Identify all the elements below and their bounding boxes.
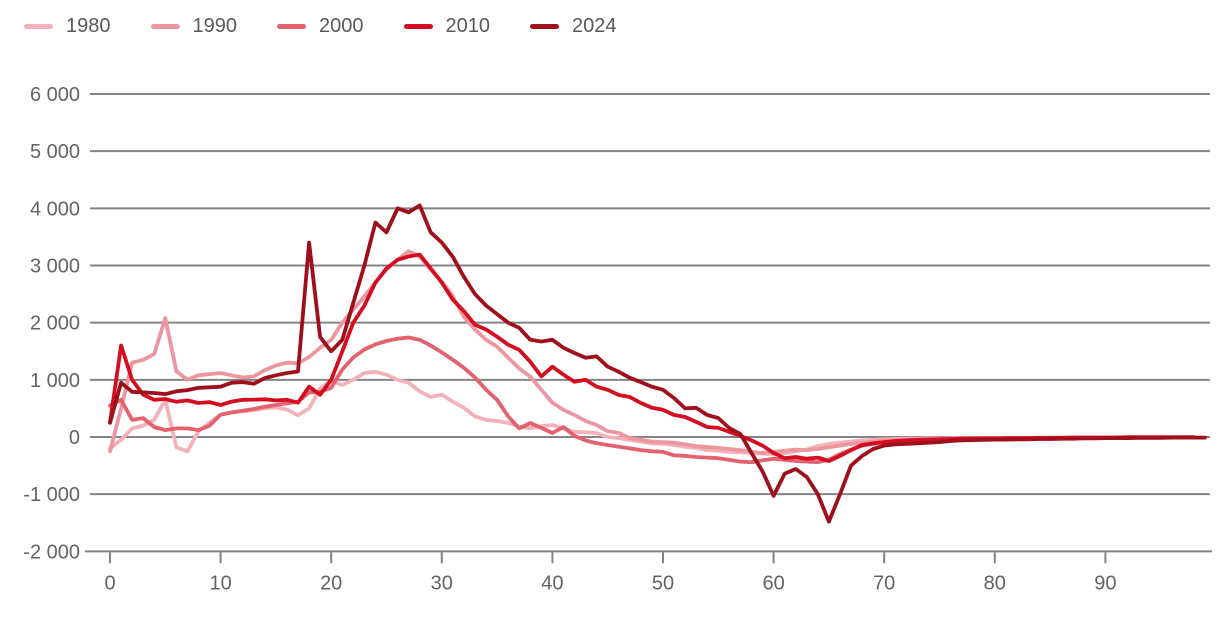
legend-item-2010[interactable]: 2010 <box>403 15 491 37</box>
x-tick-label-30: 30 <box>431 572 453 594</box>
legend-item-2024[interactable]: 2024 <box>530 16 617 36</box>
chart-legend: 1980 1990 2000 2010 2024 <box>24 16 617 36</box>
y-tick-label-0: 0 <box>69 427 80 449</box>
x-tick-label-40: 40 <box>541 572 563 594</box>
y-tick-label--1000: -1 000 <box>23 484 80 506</box>
x-tick-label-10: 10 <box>209 572 231 594</box>
y-tick-label-2000: 2 000 <box>30 313 80 335</box>
legend-label-2024: 2024 <box>572 15 617 37</box>
x-tick-label-60: 60 <box>762 572 784 594</box>
series-line-1990 <box>108 249 1196 455</box>
y-tick-label-4000: 4 000 <box>30 198 80 220</box>
x-tick-label-70: 70 <box>873 572 895 594</box>
legend-item-1980[interactable]: 1980 <box>24 16 111 36</box>
legend-label-2010: 2010 <box>445 15 491 37</box>
legend-swatch-2024 <box>530 23 559 29</box>
series-line-2024 <box>108 203 1207 524</box>
y-tick-label-6000: 6 000 <box>30 84 80 106</box>
y-tick-label-1000: 1 000 <box>30 370 80 392</box>
x-tick-label-90: 90 <box>1094 572 1116 594</box>
legend-swatch-1990 <box>150 23 180 29</box>
legend-swatch-1980 <box>24 23 53 29</box>
legend-label-1990: 1990 <box>192 15 238 37</box>
x-tick-label-20: 20 <box>320 572 342 594</box>
y-tick-label-3000: 3 000 <box>30 256 80 278</box>
y-tick-label-5000: 5 000 <box>30 141 80 163</box>
x-tick-label-0: 0 <box>104 572 115 594</box>
legend-item-1990[interactable]: 1990 <box>150 15 238 37</box>
legend-swatch-2000 <box>277 23 306 29</box>
y-tick-label--2000: -2 000 <box>23 541 80 563</box>
legend-item-2000[interactable]: 2000 <box>277 16 364 36</box>
legend-swatch-2010 <box>403 23 433 29</box>
x-tick-label-80: 80 <box>984 572 1006 594</box>
legend-label-1980: 1980 <box>66 15 111 37</box>
x-tick-label-50: 50 <box>652 572 674 594</box>
legend-label-2000: 2000 <box>319 15 364 37</box>
series-line-2010 <box>108 252 1196 463</box>
